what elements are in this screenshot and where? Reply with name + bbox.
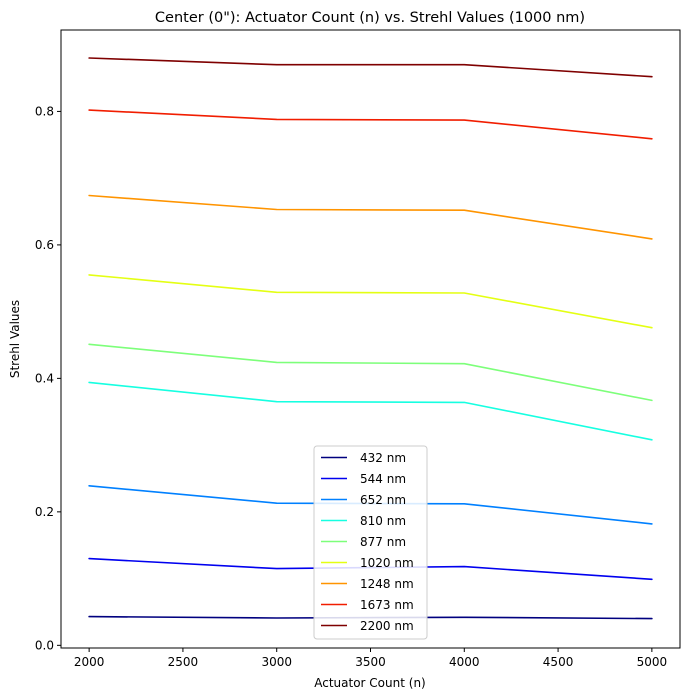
legend-label: 1248 nm: [360, 577, 414, 591]
series-line: [88, 109, 653, 140]
y-axis-label: Strehl Values: [8, 300, 22, 378]
x-tick-label: 2500: [168, 655, 199, 669]
x-axis-label: Actuator Count (n): [314, 676, 425, 690]
series-line: [88, 57, 653, 78]
legend-box: [313, 445, 428, 640]
series-line: [88, 274, 653, 329]
legend-label: 652 nm: [360, 493, 406, 507]
x-tick-label: 3500: [355, 655, 386, 669]
legend-label: 2200 nm: [360, 619, 414, 633]
x-axis-ticks: 2000 2500 3000 3500 4000 4500 5000: [74, 648, 667, 669]
series-lines: [88, 57, 653, 620]
y-tick-label: 0.8: [35, 104, 54, 118]
y-tick-label: 0.6: [35, 238, 54, 252]
x-tick-label: 5000: [637, 655, 668, 669]
legend-label: 1673 nm: [360, 598, 414, 612]
series-line: [88, 343, 653, 402]
y-tick-label: 0.0: [35, 638, 54, 652]
y-tick-label: 0.4: [35, 371, 54, 385]
legend: 432 nm 544 nm 652 nm 810 nm 877 nm 1020 nm 124…: [313, 445, 428, 640]
y-tick-label: 0.2: [35, 505, 54, 519]
legend-label: 877 nm: [360, 535, 406, 549]
x-tick-label: 4500: [543, 655, 574, 669]
y-axis-ticks: 0.0 0.2 0.4 0.6 0.8: [35, 104, 61, 652]
x-tick-label: 4000: [449, 655, 480, 669]
legend-label: 810 nm: [360, 514, 406, 528]
legend-label: 432 nm: [360, 451, 406, 465]
x-tick-label: 2000: [74, 655, 105, 669]
chart-title: Center (0"): Actuator Count (n) vs. Stre…: [155, 10, 585, 26]
legend-label: 544 nm: [360, 472, 406, 486]
legend-label: 1020 nm: [360, 556, 414, 570]
series-line: [88, 194, 653, 240]
x-tick-label: 3000: [261, 655, 292, 669]
series-line: [88, 381, 653, 441]
legend-entries: 432 nm 544 nm 652 nm 810 nm 877 nm 1020 nm 124…: [321, 451, 414, 633]
